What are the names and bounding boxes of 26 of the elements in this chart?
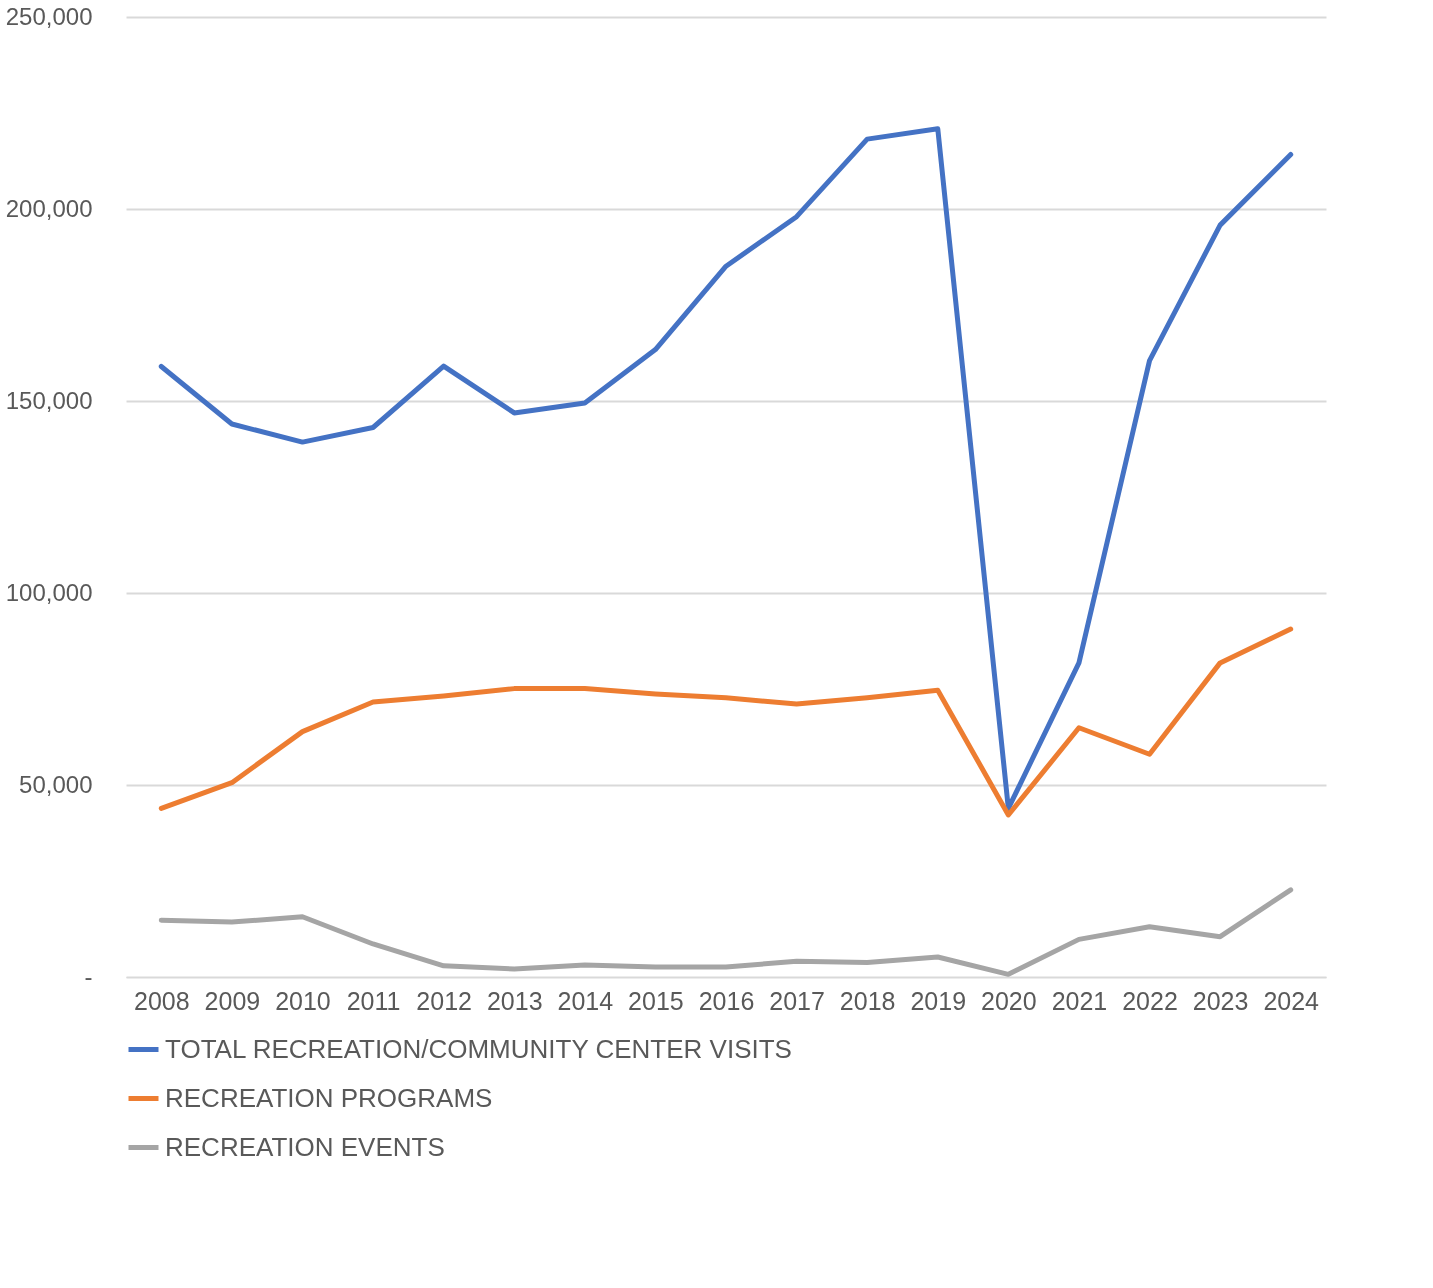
x-tick-label: 2016 [698, 986, 755, 1015]
x-tick-label: 2019 [910, 986, 967, 1015]
legend-label: TOTAL RECREATION/COMMUNITY CENTER VISITS [165, 1033, 792, 1064]
x-tick-label: 2014 [557, 986, 614, 1015]
x-tick-label: 2018 [839, 986, 896, 1015]
x-tick-label: 2017 [769, 986, 825, 1015]
x-tick-label: 2013 [486, 986, 543, 1015]
x-tick-label: 2024 [1263, 986, 1320, 1015]
x-tick-label: 2022 [1122, 986, 1178, 1015]
x-tick-label: 2008 [133, 986, 190, 1015]
x-tick-label: 2015 [628, 986, 684, 1015]
x-tick-label: 2009 [204, 986, 261, 1015]
x-tick-label: 2023 [1192, 986, 1249, 1015]
y-tick-label: 100,000 [5, 578, 93, 606]
legend-label: RECREATION EVENTS [165, 1131, 445, 1162]
x-tick-label: 2020 [981, 986, 1037, 1015]
y-tick-label: 250,000 [5, 2, 93, 30]
y-tick-label: 50,000 [19, 770, 93, 798]
x-tick-label: 2010 [275, 986, 331, 1015]
x-tick-label: 2021 [1051, 986, 1108, 1015]
legend-label: RECREATION PROGRAMS [165, 1082, 493, 1113]
y-tick-label: 200,000 [5, 194, 93, 222]
y-tick-label: - [84, 962, 93, 990]
x-tick-label: 2011 [346, 986, 401, 1015]
x-tick-label: 2012 [416, 986, 472, 1015]
y-tick-label: 150,000 [5, 386, 93, 414]
